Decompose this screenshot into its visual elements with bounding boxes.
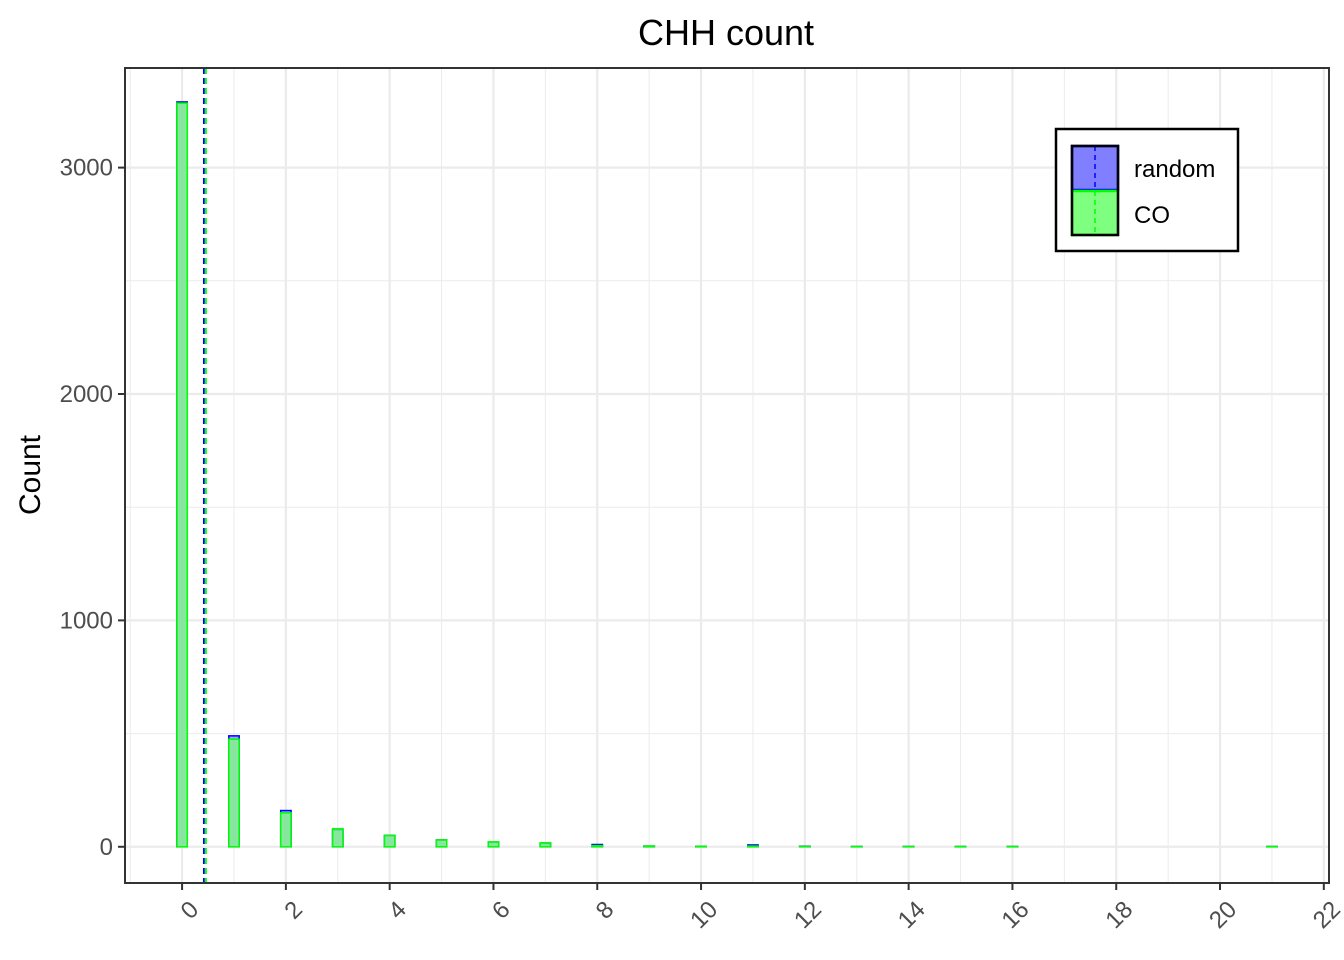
y-axis: 0 1000 2000 3000 bbox=[60, 155, 125, 861]
bar-co bbox=[331, 827, 344, 848]
bar-co bbox=[228, 738, 240, 848]
y-tick-label: 2000 bbox=[60, 381, 113, 408]
bar-co bbox=[279, 812, 292, 848]
chart-title: CHH count bbox=[638, 12, 814, 53]
mean-lines bbox=[202, 68, 207, 883]
bar-co bbox=[383, 834, 396, 848]
bar-co bbox=[643, 845, 656, 848]
y-tick-label: 3000 bbox=[60, 155, 113, 182]
y-tick-label: 0 bbox=[100, 834, 113, 861]
legend-label-random: random bbox=[1134, 156, 1215, 183]
bar-co bbox=[539, 841, 552, 848]
bar-co bbox=[435, 839, 448, 848]
bar-co bbox=[487, 841, 500, 848]
legend-label-co: CO bbox=[1134, 202, 1170, 229]
legend: random CO bbox=[1054, 127, 1240, 253]
y-tick-label: 1000 bbox=[60, 607, 113, 634]
legend-keys-frame bbox=[1070, 144, 1120, 237]
plot-panel-border bbox=[124, 67, 1330, 884]
bar-co bbox=[176, 102, 189, 848]
y-axis-label: Count bbox=[14, 434, 47, 515]
bars bbox=[176, 101, 1278, 848]
bar-co bbox=[591, 844, 604, 848]
bar-co bbox=[747, 845, 759, 848]
